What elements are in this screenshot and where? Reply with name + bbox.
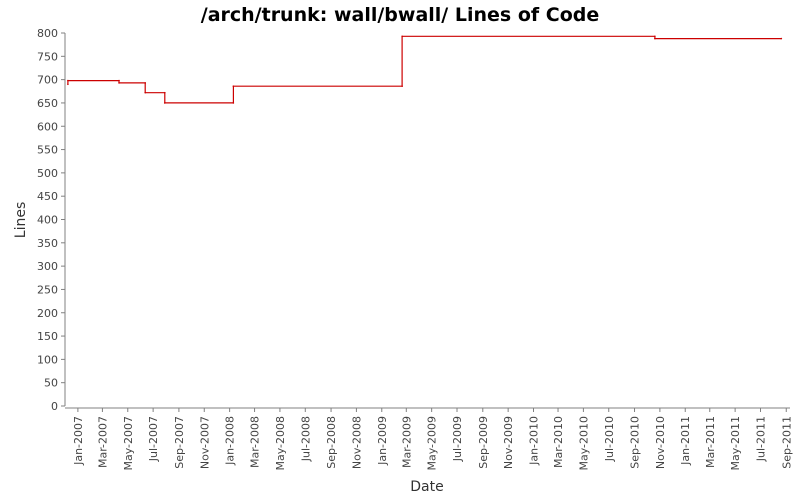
x-tick-label: Jan-2011 (679, 416, 692, 466)
x-tick-label: Sep-2010 (629, 416, 642, 469)
y-tick-label: 250 (37, 283, 58, 296)
y-tick-label: 650 (37, 97, 58, 110)
data-point (67, 83, 69, 86)
data-point (654, 37, 656, 40)
x-tick-label: Sep-2011 (780, 416, 793, 469)
data-point (401, 85, 403, 87)
x-tick-label: Sep-2008 (325, 416, 338, 469)
x-tick-label: Nov-2009 (502, 416, 515, 469)
x-tick-label: Jan-2009 (376, 416, 389, 466)
data-point (401, 35, 403, 38)
x-tick-label: Jul-2008 (299, 416, 312, 462)
x-tick-label: Nov-2007 (198, 416, 211, 469)
data-point (144, 82, 147, 84)
y-tick-label: 150 (37, 330, 58, 343)
y-tick-label: 200 (37, 307, 58, 320)
x-tick-label: Mar-2008 (249, 416, 262, 468)
plot-area: 0 50 100 150 200 250 300 350 400 450 500 550 600 650 7… (37, 27, 793, 471)
chart-title: /arch/trunk: wall/bwall/ Lines of Code (201, 4, 599, 26)
x-tick-label: May-2008 (274, 416, 287, 471)
x-tick-label: Mar-2009 (400, 416, 413, 468)
y-tick-label: 300 (37, 260, 58, 273)
data-point (67, 79, 69, 82)
x-tick-label: Jan-2008 (224, 416, 237, 466)
plot-background (65, 33, 790, 406)
x-tick-label: May-2010 (577, 416, 590, 471)
y-tick-label: 700 (37, 74, 58, 87)
x-tick-label: May-2009 (426, 416, 439, 471)
y-tick-label: 400 (37, 214, 58, 227)
data-point (163, 102, 166, 104)
y-tick-label: 600 (37, 120, 58, 133)
y-tick-label: 450 (37, 190, 58, 203)
y-tick-label: 550 (37, 144, 58, 157)
x-tick-label: May-2011 (729, 416, 742, 471)
x-tick-label: Jul-2010 (603, 416, 616, 462)
y-axis-label: Lines (13, 202, 29, 238)
y-tick-label: 0 (51, 400, 58, 413)
data-point (118, 79, 120, 82)
data-point (654, 35, 656, 38)
data-point (232, 102, 235, 104)
data-point (144, 91, 147, 94)
y-tick-label: 750 (37, 50, 58, 63)
x-tick-label: Jan-2010 (528, 416, 541, 466)
y-tick-label: 500 (37, 167, 58, 180)
x-tick-label: Jul-2011 (754, 416, 767, 462)
y-tick-label: 350 (37, 237, 58, 250)
x-tick-label: Jul-2009 (451, 416, 464, 462)
x-tick-label: Mar-2011 (704, 416, 717, 468)
data-point (780, 37, 783, 40)
x-axis-label: Date (410, 479, 443, 495)
data-point (232, 85, 235, 87)
x-tick-label: May-2007 (122, 416, 135, 471)
y-tick-label: 100 (37, 353, 58, 366)
x-tick-label: Mar-2007 (96, 416, 109, 468)
x-tick-label: Jul-2007 (147, 416, 160, 462)
data-point (118, 82, 120, 84)
x-tick-label: Sep-2009 (477, 416, 490, 469)
x-tick-label: Nov-2010 (654, 416, 667, 469)
x-tick-label: Sep-2007 (173, 416, 186, 469)
x-tick-label: Jan-2007 (72, 416, 85, 466)
data-point (163, 91, 166, 94)
y-tick-label: 800 (37, 27, 58, 40)
x-tick-label: Mar-2010 (552, 416, 565, 468)
x-tick-label: Nov-2008 (350, 416, 363, 469)
y-tick-label: 50 (44, 377, 58, 390)
